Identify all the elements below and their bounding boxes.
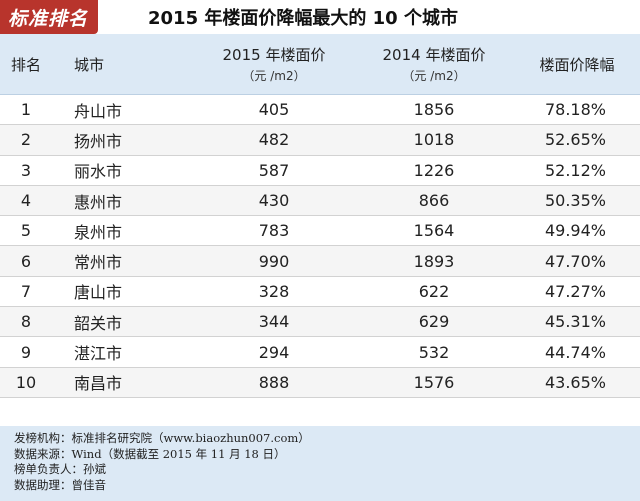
cell-city: 唐山市 [52, 276, 194, 308]
cell-rank: 7 [0, 276, 52, 308]
header-price-2015-unit: （元 /m2） [242, 69, 306, 83]
cell-rank: 9 [0, 336, 52, 368]
footer-assistant: 数据助理：曾佳音 [14, 477, 106, 492]
cell-price-2014: 1226 [354, 155, 514, 186]
cell-city: 舟山市 [52, 94, 194, 126]
cell-rank: 5 [0, 215, 52, 247]
cell-city: 韶关市 [52, 306, 194, 338]
cell-price-2015: 430 [194, 185, 354, 217]
cell-city: 惠州市 [52, 185, 194, 217]
cell-drop: 47.27% [514, 276, 640, 308]
cell-price-2015: 990 [194, 245, 354, 277]
cell-price-2014: 1856 [354, 94, 514, 126]
table-row: 3 丽水市 587 1226 52.12% [0, 155, 640, 186]
cell-price-2014: 629 [354, 306, 514, 338]
table-row: 2 扬州市 482 1018 52.65% [0, 124, 640, 156]
footer-notes: 发榜机构：标准排名研究院（www.biaozhun007.com） 数据来源：W… [0, 426, 640, 501]
cell-drop: 50.35% [514, 185, 640, 217]
cell-drop: 45.31% [514, 306, 640, 338]
cell-drop: 78.18% [514, 94, 640, 126]
cell-price-2015: 344 [194, 306, 354, 338]
table-header: 排名 城市 2015 年楼面价 （元 /m2） 2014 年楼面价 （元 /m2… [0, 34, 640, 95]
cell-city: 扬州市 [52, 124, 194, 156]
cell-rank: 3 [0, 155, 52, 186]
cell-city: 常州市 [52, 245, 194, 277]
table-row: 7 唐山市 328 622 47.27% [0, 276, 640, 308]
header-rank: 排名 [0, 34, 52, 95]
footer-publisher: 发榜机构：标准排名研究院（www.biaozhun007.com） [14, 431, 310, 445]
cell-drop: 52.65% [514, 124, 640, 156]
header-price-2014-unit: （元 /m2） [402, 69, 466, 83]
header-drop: 楼面价降幅 [514, 34, 640, 95]
cell-price-2015: 405 [194, 94, 354, 126]
brand-badge: 标准排名 [0, 0, 98, 34]
cell-drop: 44.74% [514, 336, 640, 368]
cell-price-2015: 294 [194, 336, 354, 368]
cell-drop: 49.94% [514, 215, 640, 247]
table-row: 5 泉州市 783 1564 49.94% [0, 215, 640, 247]
ranking-table: 排名 城市 2015 年楼面价 （元 /m2） 2014 年楼面价 （元 /m2… [0, 34, 640, 398]
cell-price-2014: 1893 [354, 245, 514, 277]
cell-price-2015: 783 [194, 215, 354, 247]
table-row: 8 韶关市 344 629 45.31% [0, 306, 640, 338]
header-price-2015-label: 2015 年楼面价 [222, 46, 326, 64]
table-body: 1 舟山市 405 1856 78.18% 2 扬州市 482 1018 52.… [0, 94, 640, 398]
table-row: 9 湛江市 294 532 44.74% [0, 336, 640, 368]
cell-rank: 10 [0, 367, 52, 398]
cell-price-2014: 1576 [354, 367, 514, 398]
page-title: 2015 年楼面价降幅最大的 10 个城市 [148, 8, 458, 29]
cell-drop: 43.65% [514, 367, 640, 398]
footer-editor: 榜单负责人：孙斌 [14, 462, 106, 476]
cell-drop: 47.70% [514, 245, 640, 277]
cell-rank: 6 [0, 245, 52, 277]
table-row: 4 惠州市 430 866 50.35% [0, 185, 640, 217]
cell-price-2014: 1018 [354, 124, 514, 156]
header-price-2014: 2014 年楼面价 （元 /m2） [354, 34, 514, 95]
cell-price-2014: 532 [354, 336, 514, 368]
cell-price-2014: 622 [354, 276, 514, 308]
cell-rank: 1 [0, 94, 52, 126]
header-price-2015: 2015 年楼面价 （元 /m2） [194, 34, 354, 95]
cell-rank: 2 [0, 124, 52, 156]
cell-price-2014: 1564 [354, 215, 514, 247]
table-row: 1 舟山市 405 1856 78.18% [0, 94, 640, 126]
header-city: 城市 [52, 34, 194, 95]
cell-price-2015: 888 [194, 367, 354, 398]
cell-city: 泉州市 [52, 215, 194, 247]
table-row: 6 常州市 990 1893 47.70% [0, 245, 640, 277]
footer-source: 数据来源：Wind（数据截至 2015 年 11 月 18 日） [14, 446, 286, 461]
header-row: 排名 城市 2015 年楼面价 （元 /m2） 2014 年楼面价 （元 /m2… [0, 34, 640, 95]
cell-city: 丽水市 [52, 155, 194, 186]
cell-price-2015: 328 [194, 276, 354, 308]
table-row: 10 南昌市 888 1576 43.65% [0, 367, 640, 398]
cell-city: 湛江市 [52, 336, 194, 368]
cell-city: 南昌市 [52, 367, 194, 398]
cell-rank: 4 [0, 185, 52, 217]
cell-price-2015: 482 [194, 124, 354, 156]
header-price-2014-label: 2014 年楼面价 [382, 46, 486, 64]
cell-price-2015: 587 [194, 155, 354, 186]
cell-drop: 52.12% [514, 155, 640, 186]
cell-price-2014: 866 [354, 185, 514, 217]
cell-rank: 8 [0, 306, 52, 338]
